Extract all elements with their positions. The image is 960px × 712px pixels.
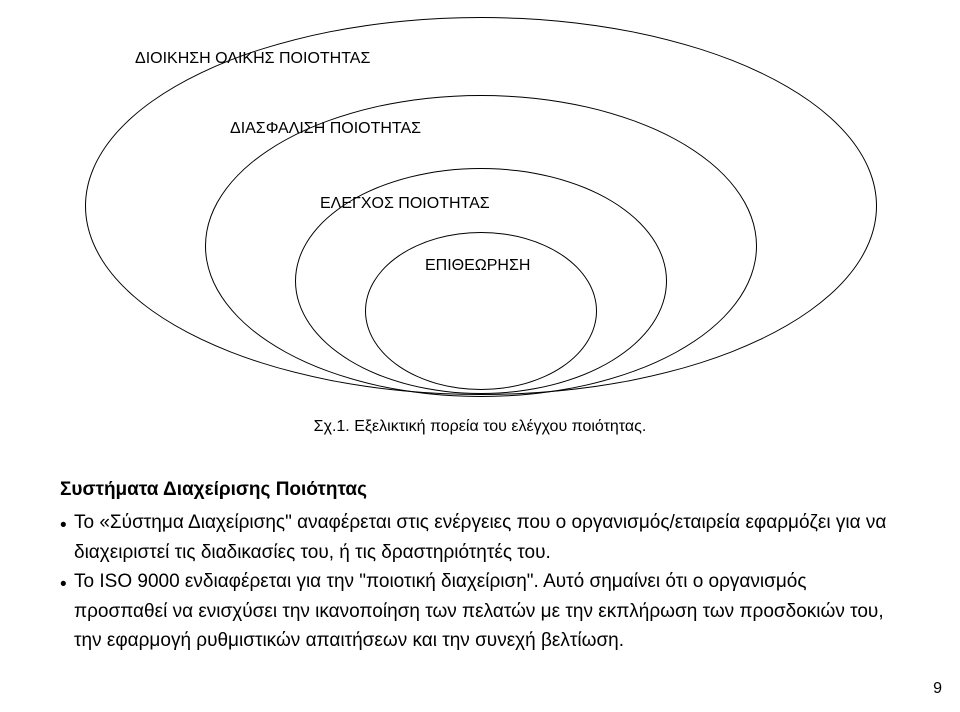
ellipse-label-inner: ΕΠΙΘΕΩΡΗΣΗ [425,257,530,275]
ellipse-label-second: ΔΙΑΣΦΑΛΙΣΗ ΠΟΙΟΤΗΤΑΣ [230,120,421,138]
ellipse-label-outer: ΔΙΟΙΚΗΣΗ ΟΛΙΚΗΣ ΠΟΙΟΤΗΤΑΣ [135,50,370,68]
page-number: 9 [933,680,942,698]
diagram-caption: Σχ.1. Εξελικτική πορεία του ελέγχου ποιό… [0,418,960,436]
ellipse-inner [365,232,597,390]
nested-ellipse-diagram: ΔΙΟΙΚΗΣΗ ΟΛΙΚΗΣ ΠΟΙΟΤΗΤΑΣ ΔΙΑΣΦΑΛΙΣΗ ΠΟΙΟ… [0,0,960,430]
bullet-dot-icon: • [60,511,67,540]
ellipse-label-third: ΕΛΕΓΧΟΣ ΠΟΙΟΤΗΤΑΣ [320,195,490,213]
bullet-dot-icon: • [60,570,67,599]
bullet-item: •Το «Σύστημα Διαχείρισης" αναφέρεται στι… [60,508,900,567]
bullet-text: Το ISO 9000 ενδιαφέρεται για την "ποιοτι… [74,571,884,651]
bullet-item: •Το ISO 9000 ενδιαφέρεται για την "ποιοτ… [60,567,900,655]
bullet-text: Το «Σύστημα Διαχείρισης" αναφέρεται στις… [74,512,886,562]
page: ΔΙΟΙΚΗΣΗ ΟΛΙΚΗΣ ΠΟΙΟΤΗΤΑΣ ΔΙΑΣΦΑΛΙΣΗ ΠΟΙΟ… [0,0,960,712]
section-heading: Συστήματα Διαχείρισης Ποιότητας [60,475,900,504]
bullet-list: •Το «Σύστημα Διαχείρισης" αναφέρεται στι… [60,508,900,655]
body-text-block: Συστήματα Διαχείρισης Ποιότητας •Το «Σύσ… [60,475,900,656]
